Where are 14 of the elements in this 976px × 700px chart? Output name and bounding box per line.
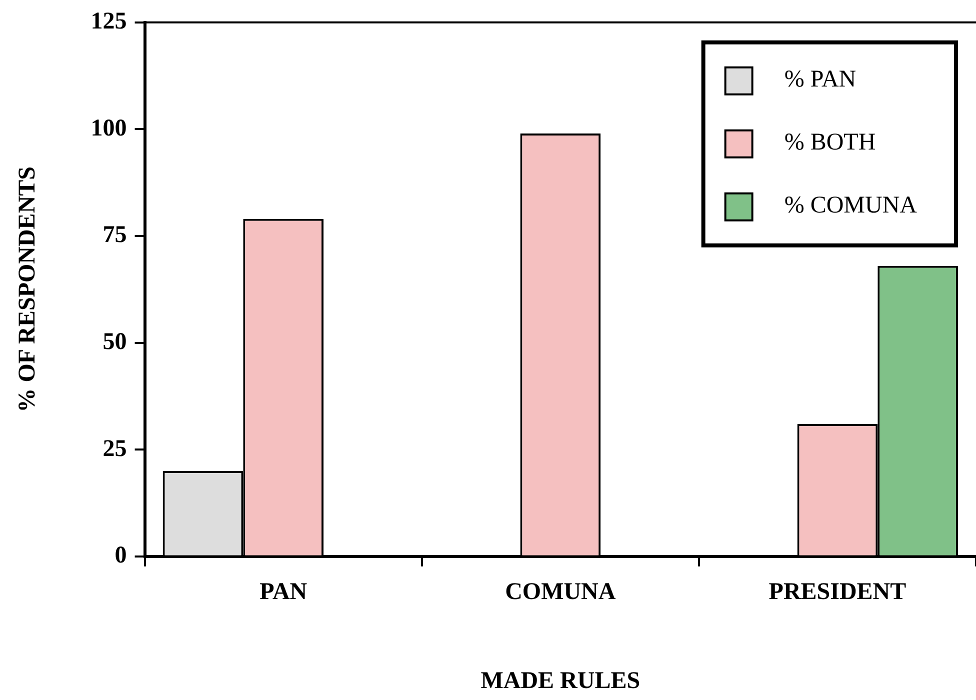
legend-label: % BOTH xyxy=(784,130,876,156)
x-tick-label: PRESIDENT xyxy=(768,579,906,606)
x-axis-title: MADE RULES xyxy=(480,668,640,694)
y-tick-label: 0 xyxy=(114,542,127,569)
x-tick-label: PAN xyxy=(260,579,308,606)
y-tick-label: 25 xyxy=(102,436,127,462)
legend-label: % COMUNA xyxy=(784,192,918,219)
legend-label: % PAN xyxy=(784,66,856,93)
y-tick-label: 75 xyxy=(102,222,127,248)
y-tick-label: 100 xyxy=(90,115,127,142)
y-tick-label: 50 xyxy=(102,329,127,356)
x-tick-label: COMUNA xyxy=(505,579,616,606)
y-axis-title: % OF RESPONDENTS xyxy=(14,166,41,412)
y-tick-label: 125 xyxy=(90,8,127,35)
